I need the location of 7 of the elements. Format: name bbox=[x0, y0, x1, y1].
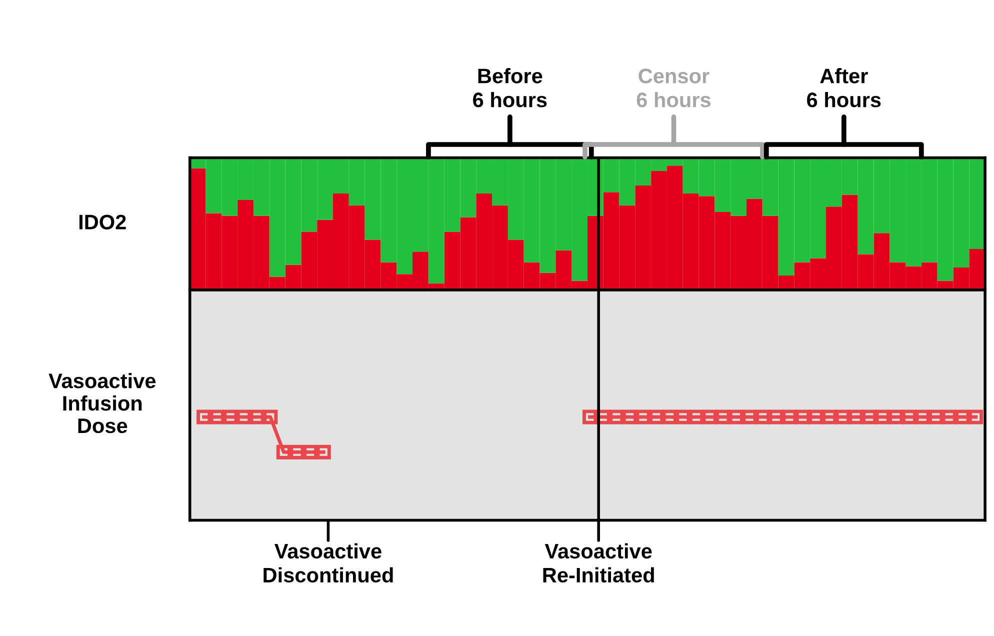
text: Before 6 hours bbox=[473, 68, 547, 108]
y-axis-title: Vasoactive Infusion Dose bbox=[48, 372, 156, 434]
text: Vasoactive Re-Initiated bbox=[543, 543, 654, 583]
text: Vasoactive Discontinued bbox=[264, 543, 393, 583]
y-axis-title: IDO2 bbox=[79, 214, 126, 230]
text: Censor 6 hours bbox=[636, 68, 711, 108]
text: After 6 hours bbox=[807, 68, 881, 108]
